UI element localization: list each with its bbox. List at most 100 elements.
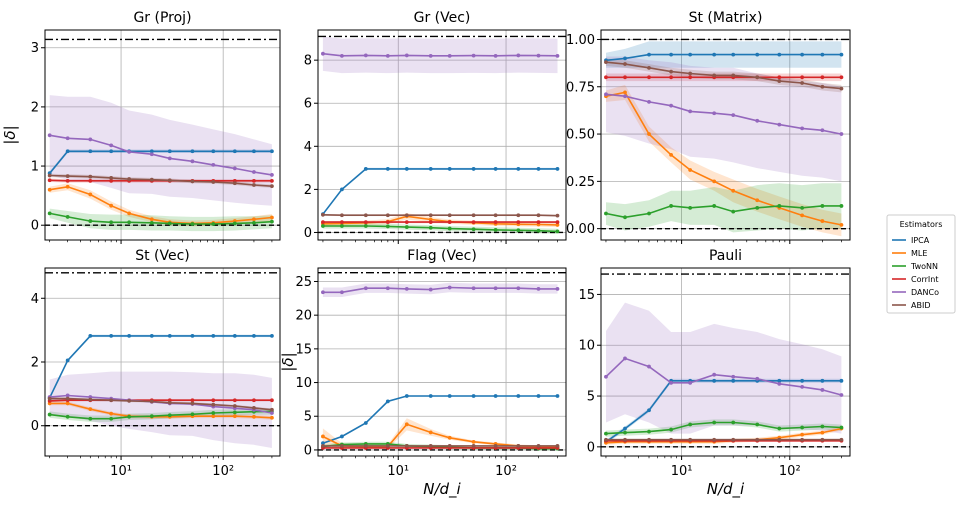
panel-pauli-point-mle (820, 430, 825, 435)
panel-gr-proj-point-danco (88, 137, 93, 142)
panel-st-matrix-point-mle (688, 168, 693, 172)
panel-gr-proj-point-corrint (270, 178, 274, 183)
panel-gr-proj-point-danco (47, 133, 52, 138)
panel-gr-vec-point-abid (447, 213, 452, 218)
panel-gr-proj-point-danco (109, 143, 114, 148)
panel-st-vec-point-abid (232, 404, 237, 408)
panel-pauli-ytick-label: 10 (578, 339, 595, 354)
panel-gr-vec-point-abid (428, 213, 433, 218)
panel-gr-proj-point-ipca (149, 149, 154, 154)
panel-flag-vec-point-danco (516, 286, 521, 291)
panel-gr-proj-point-corrint (65, 178, 70, 183)
panel-flag-vec-ytick-label: 0 (304, 443, 312, 458)
panel-gr-vec-point-abid (385, 213, 390, 218)
panel-gr-proj-point-danco (232, 166, 237, 171)
panel-st-matrix-ytick-label: 0.25 (566, 175, 595, 190)
panel-pauli-ytick-label: 0 (587, 440, 595, 455)
panel-pauli-xtick-label: 10¹ (671, 464, 693, 479)
panel-flag-vec-point-danco (363, 286, 368, 291)
panel-flag-vec-point-abid (447, 443, 452, 448)
panel-flag-vec-point-danco (340, 290, 344, 295)
panel-st-matrix-point-danco (604, 92, 608, 97)
panel-pauli: 0 5 10 15 10¹ 10² Pauli N/d_i (578, 248, 851, 499)
panel-flag-vec-point-abid (404, 443, 409, 448)
panel-gr-vec-ytick-label: 0 (304, 226, 312, 241)
panel-gr-proj-point-mle (270, 215, 274, 220)
panel-st-vec-point-ipca (232, 333, 237, 338)
panel-pauli-point-ipca (647, 408, 651, 413)
panel-flag-vec-point-ipca (516, 394, 521, 398)
panel-st-matrix-point-danco (688, 109, 693, 114)
panel-flag-vec-ytick-label: 5 (304, 410, 312, 425)
panel-gr-proj-point-ipca (252, 149, 256, 154)
panel-st-matrix-point-ipca (820, 52, 825, 57)
panel-st-vec-plot-area (45, 272, 280, 448)
panel-st-matrix-band-twonn (606, 183, 842, 233)
panel-gr-proj-point-corrint (109, 178, 114, 183)
panel-pauli-point-twonn (623, 430, 627, 435)
panel-pauli-point-abid (839, 437, 844, 442)
panel-st-vec-point-danco (65, 393, 70, 398)
panel-st-matrix-point-abid (777, 79, 782, 83)
panel-st-vec-point-abid (47, 396, 52, 401)
panel-flag-vec-band-mle (322, 418, 558, 449)
panel-st-matrix-point-abid (820, 84, 825, 89)
panel-gr-vec-point-ipca (340, 187, 344, 192)
panel-st-matrix-point-twonn (820, 204, 825, 208)
panel-gr-proj-ylabel: |δ| (1, 125, 19, 144)
panel-flag-vec-point-ipca (385, 399, 390, 404)
panel-st-vec-line-twonn (49, 410, 272, 420)
panel-flag-vec-point-danco (321, 290, 325, 295)
legend-label-ipca: IPCA (911, 236, 930, 245)
panel-gr-vec-point-danco (385, 53, 390, 58)
panel-pauli-point-abid (623, 437, 627, 442)
panel-gr-proj-point-danco (167, 156, 172, 161)
panel-st-vec-point-ipca (149, 333, 154, 338)
panel-st-vec-line-abid (49, 397, 272, 411)
panel-flag-vec-frame (317, 267, 567, 457)
panel-gr-vec-point-corrint (428, 220, 433, 225)
panel-pauli-point-twonn (820, 424, 825, 429)
panel-st-vec-point-abid (211, 402, 216, 407)
panel-pauli-point-abid (731, 437, 736, 442)
panel-gr-vec-point-corrint (321, 220, 325, 225)
panel-flag-vec-xtick-label: 10² (495, 464, 517, 479)
panel-pauli-point-twonn (604, 431, 608, 436)
panel-gr-proj-point-ipca (88, 149, 93, 154)
panel-st-vec-band-danco (49, 371, 272, 448)
panel-gr-proj-point-ipca (65, 149, 70, 154)
panel-pauli-point-danco (731, 374, 736, 379)
panel-st-matrix-ytick-label: 0.00 (566, 222, 595, 237)
panel-st-vec-line-ipca (48, 335, 272, 399)
panel-st-vec-point-corrint (270, 398, 274, 403)
panel-st-vec-point-mle (252, 414, 256, 419)
panel-gr-vec-point-twonn (428, 225, 433, 230)
panel-st-matrix-point-abid (623, 62, 627, 66)
panel-gr-proj-point-danco (270, 173, 274, 177)
panel-st-matrix-point-mle (623, 90, 627, 95)
panel-st-vec-point-ipca (109, 333, 114, 338)
panel-gr-vec-point-abid (516, 213, 521, 218)
panel-st-matrix-point-twonn (688, 205, 693, 210)
panel-gr-vec-point-danco (340, 53, 344, 58)
panel-gr-vec-point-corrint (363, 220, 368, 225)
panel-st-matrix-point-abid (800, 81, 805, 85)
panel-st-matrix-frame (600, 29, 851, 241)
panel-gr-vec-point-danco (321, 51, 325, 56)
panel-st-matrix-point-danco (623, 94, 627, 99)
panel-gr-proj-point-mle (109, 203, 114, 208)
panel-gr-proj-point-ipca (270, 149, 274, 154)
panel-st-matrix-point-ipca (623, 56, 627, 61)
panel-st-matrix-band-mle (606, 84, 842, 237)
panel-gr-vec-point-ipca (493, 167, 498, 171)
panel-st-matrix-point-twonn (839, 204, 844, 208)
panel-st-matrix-point-danco (820, 128, 825, 133)
panel-st-vec-point-mle (270, 415, 274, 420)
panel-st-matrix-point-twonn (800, 205, 805, 210)
panel-gr-vec-point-danco (555, 53, 560, 58)
panel-gr-vec-line-mle (322, 215, 558, 226)
panel-gr-vec-point-corrint (404, 220, 409, 225)
panel-gr-vec-point-ipca (385, 167, 390, 171)
panel-gr-proj-point-danco (65, 136, 70, 141)
panel-gr-proj-line-twonn (49, 212, 272, 225)
